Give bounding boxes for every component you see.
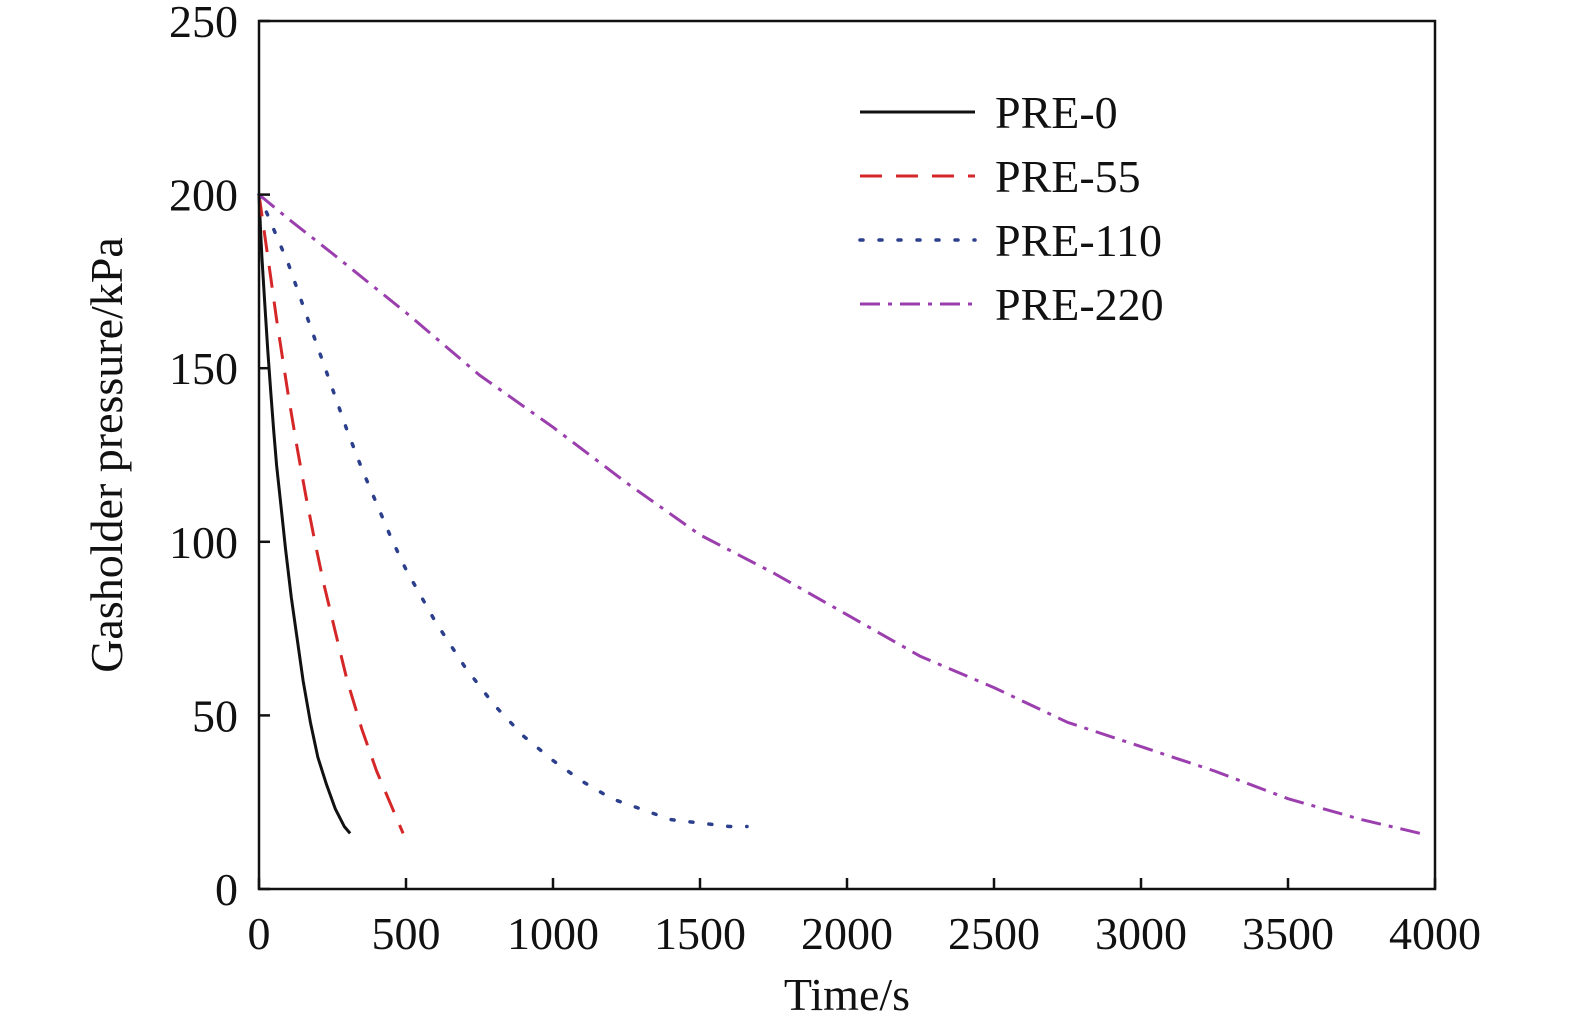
y-tick-label: 0 — [215, 864, 238, 915]
y-axis-label: Gasholder pressure/kPa — [81, 237, 132, 673]
legend: PRE-0 PRE-55 PRE-110 PRE-220 — [858, 87, 1164, 330]
y-tick-label: 150 — [169, 343, 238, 394]
x-tick-label: 3000 — [1095, 908, 1187, 959]
legend-label: PRE-220 — [995, 279, 1164, 330]
legend-label: PRE-55 — [995, 151, 1141, 202]
y-tick-label: 250 — [169, 0, 238, 47]
legend-label: PRE-110 — [995, 215, 1162, 266]
x-axis-label: Time/s — [784, 969, 910, 1020]
legend-label: PRE-0 — [995, 87, 1118, 138]
x-axis: 0 500 1000 1500 2000 2500 3000 3500 4000 — [248, 878, 1481, 959]
x-tick-label: 1000 — [507, 908, 599, 959]
x-tick-label: 2000 — [801, 908, 893, 959]
y-axis: 0 50 100 150 200 250 — [169, 0, 270, 915]
x-tick-label: 4000 — [1389, 908, 1481, 959]
x-tick-label: 0 — [248, 908, 271, 959]
series-line-pre-110 — [257, 192, 749, 829]
y-tick-label: 200 — [169, 170, 238, 221]
series-layer — [257, 192, 1421, 835]
x-tick-label: 1500 — [654, 908, 746, 959]
series-line-pre-220 — [258, 193, 1421, 835]
plot-frame — [257, 19, 1437, 891]
x-tick-label: 3500 — [1242, 908, 1334, 959]
x-tick-label: 500 — [372, 908, 441, 959]
y-tick-label: 100 — [169, 517, 238, 568]
series-line-pre-55 — [257, 194, 405, 834]
y-tick-label: 50 — [192, 690, 238, 741]
series-line-pre-0 — [257, 194, 352, 835]
x-tick-label: 2500 — [948, 908, 1040, 959]
